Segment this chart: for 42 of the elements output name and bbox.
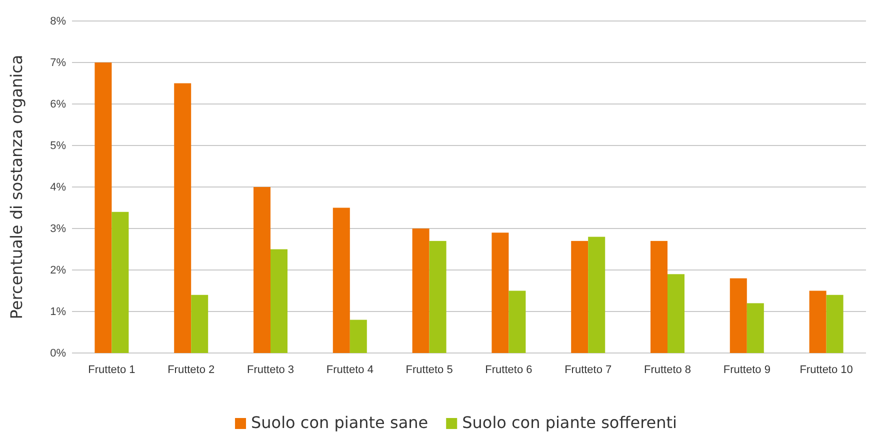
bar bbox=[254, 187, 270, 353]
bar bbox=[429, 240, 446, 353]
y-tick-label: 5% bbox=[50, 140, 66, 152]
bar bbox=[730, 278, 747, 353]
legend-label: Suolo con piante sane bbox=[251, 413, 428, 432]
legend-label: Suolo con piante sofferenti bbox=[462, 413, 677, 432]
y-tick-label: 8% bbox=[50, 16, 66, 28]
y-tick-label: 3% bbox=[50, 223, 66, 236]
bar bbox=[668, 274, 684, 353]
x-tick-label: Frutteto 8 bbox=[644, 364, 692, 376]
bar bbox=[412, 228, 430, 353]
bar bbox=[492, 232, 509, 353]
y-tick-label: 7% bbox=[50, 57, 66, 70]
y-tick-label: 1% bbox=[50, 306, 66, 318]
bar bbox=[270, 249, 288, 353]
bar bbox=[508, 290, 526, 353]
y-tick-label: 0% bbox=[50, 348, 66, 360]
bar bbox=[350, 320, 367, 353]
bar bbox=[112, 212, 129, 353]
bar bbox=[809, 290, 826, 353]
y-tick-label: 2% bbox=[50, 264, 66, 277]
bar bbox=[332, 208, 350, 353]
bar bbox=[746, 303, 764, 353]
bar bbox=[826, 294, 844, 353]
x-tick-label: Frutteto 7 bbox=[564, 364, 612, 376]
bar bbox=[588, 236, 606, 353]
y-axis-title: Percentuale di sostanza organica bbox=[7, 54, 26, 320]
x-tick-label: Frutteto 3 bbox=[246, 364, 294, 376]
x-tick-label: Frutteto 6 bbox=[485, 364, 532, 376]
x-tick-label: Frutteto 5 bbox=[406, 364, 453, 376]
bar bbox=[571, 240, 588, 353]
x-tick-label: Frutteto 1 bbox=[88, 364, 136, 376]
y-tick-label: 4% bbox=[50, 182, 66, 194]
x-tick-label: Frutteto 4 bbox=[326, 364, 374, 376]
bar bbox=[650, 240, 668, 353]
bar bbox=[191, 294, 208, 353]
bar bbox=[94, 62, 112, 353]
x-tick-label: Frutteto 10 bbox=[800, 364, 853, 376]
x-tick-label: Frutteto 2 bbox=[168, 364, 215, 376]
x-tick-label: Frutteto 9 bbox=[723, 364, 770, 376]
bar bbox=[174, 83, 192, 353]
y-tick-label: 6% bbox=[50, 98, 66, 111]
